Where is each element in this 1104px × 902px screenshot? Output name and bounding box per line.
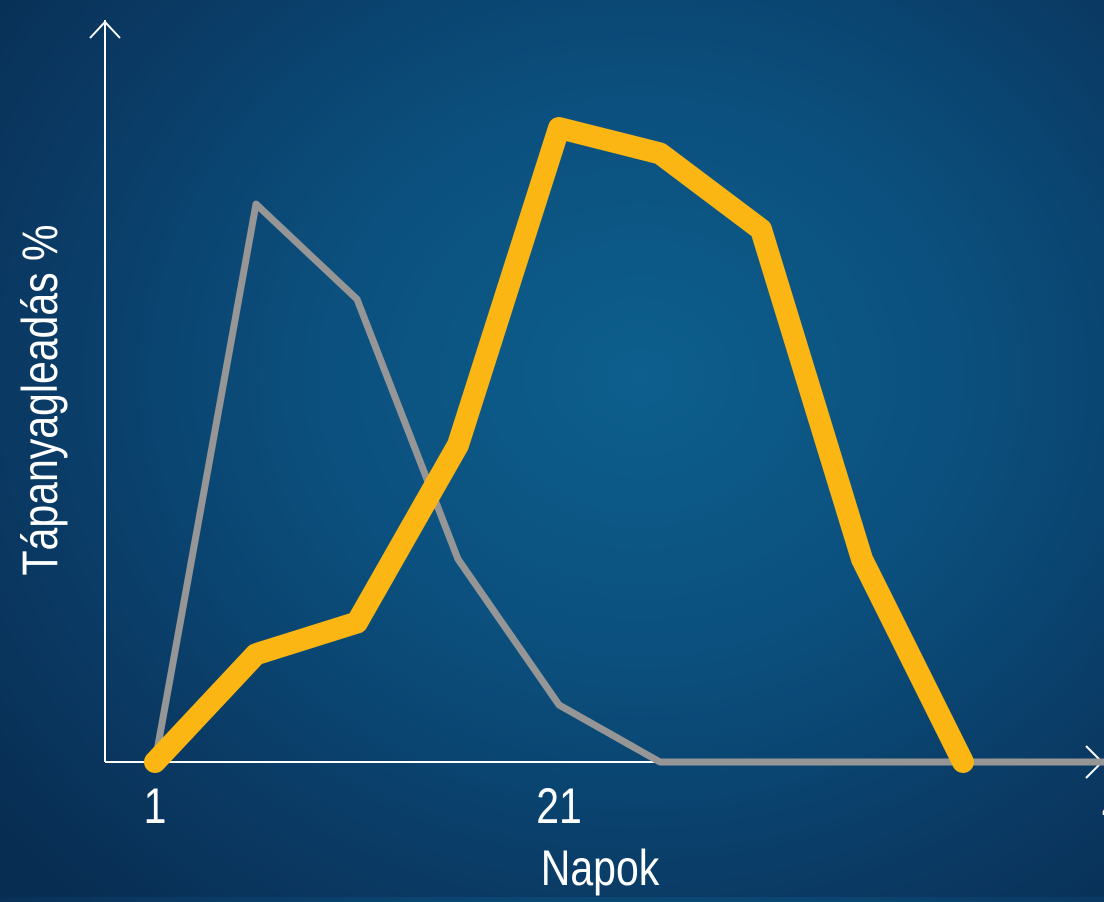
y-axis-arrowhead (89, 20, 121, 39)
y-axis-title: Tápanyagleadás % (12, 224, 68, 575)
x-tick-labels: 1 21 49 (144, 778, 1104, 834)
series-layer (144, 117, 1104, 773)
series-line-2 (144, 117, 974, 773)
x-axis-title: Napok (541, 840, 660, 896)
x-tick-label: 49 (1102, 778, 1104, 834)
series-line-1 (151, 200, 1104, 766)
x-tick-label: 1 (144, 778, 167, 834)
x-tick-label: 21 (536, 778, 582, 834)
